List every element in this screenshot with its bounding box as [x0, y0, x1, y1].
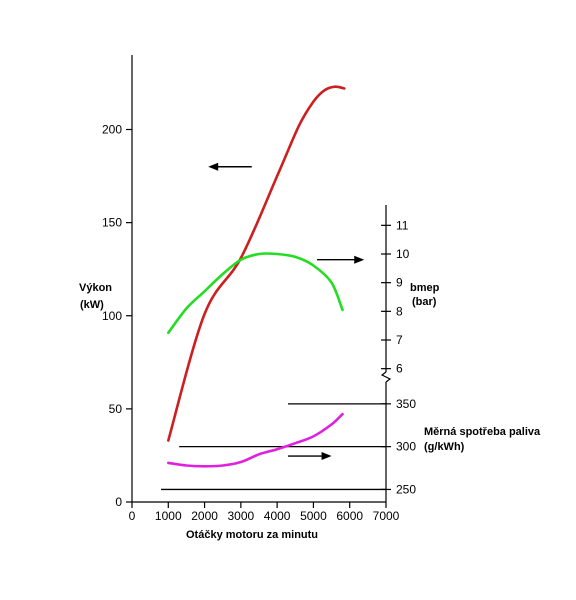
bmep-tick-label: 11	[396, 218, 409, 232]
bmep-tick-label: 10	[396, 247, 410, 261]
x-tick-label: 7000	[373, 509, 400, 523]
left-tick-label: 100	[102, 309, 122, 323]
x-tick-label: 6000	[336, 509, 363, 523]
x-tick-label: 3000	[228, 509, 255, 523]
bsfc-tick-label: 300	[396, 440, 416, 454]
reference-lines	[161, 403, 386, 491]
direction-arrows	[208, 162, 365, 461]
bmep-tick-label: 9	[396, 276, 403, 290]
bmep-axis-label-line1: bmep	[410, 282, 440, 294]
x-tick-label: 5000	[300, 509, 327, 523]
left-tick-label: 50	[109, 402, 123, 416]
x-tick-label: 2000	[191, 509, 218, 523]
left-tick-label: 200	[102, 123, 122, 137]
fuel-consumption-curve	[167, 412, 344, 468]
power-curve	[167, 85, 346, 442]
x-tick-label: 4000	[264, 509, 291, 523]
bmep-curve	[167, 252, 344, 335]
bsfc-axis-label-line1: Měrná spotřeba paliva	[424, 426, 541, 438]
arrow-head	[321, 452, 332, 461]
axes: 0 1000 2000 3000 4000 5000 6000 7000 0 50 100 150 20…	[102, 55, 416, 523]
left-tick-label: 0	[115, 495, 122, 509]
x-tick-label: 0	[129, 509, 136, 523]
bmep-axis-label-line2: (bar)	[412, 296, 437, 308]
arrow-head	[354, 255, 365, 264]
axis-break	[380, 371, 392, 383]
bmep-tick-label: 7	[396, 333, 403, 347]
bmep-tick-label: 6	[396, 362, 403, 376]
left-axis-label-line1: Výkon	[79, 282, 112, 294]
left-axis-label-line2: (kW)	[80, 299, 104, 311]
bsfc-axis-label-line2: (g/kWh)	[424, 441, 465, 453]
bsfc-tick-label: 250	[396, 482, 416, 496]
bsfc-tick-label: 350	[396, 397, 416, 411]
x-tick-label: 1000	[155, 509, 182, 523]
series-lines	[167, 85, 346, 468]
bmep-tick-label: 8	[396, 304, 403, 318]
arrow-head	[208, 162, 219, 171]
x-axis-label: Otáčky motoru za minutu	[186, 529, 318, 541]
left-tick-label: 150	[102, 216, 122, 230]
